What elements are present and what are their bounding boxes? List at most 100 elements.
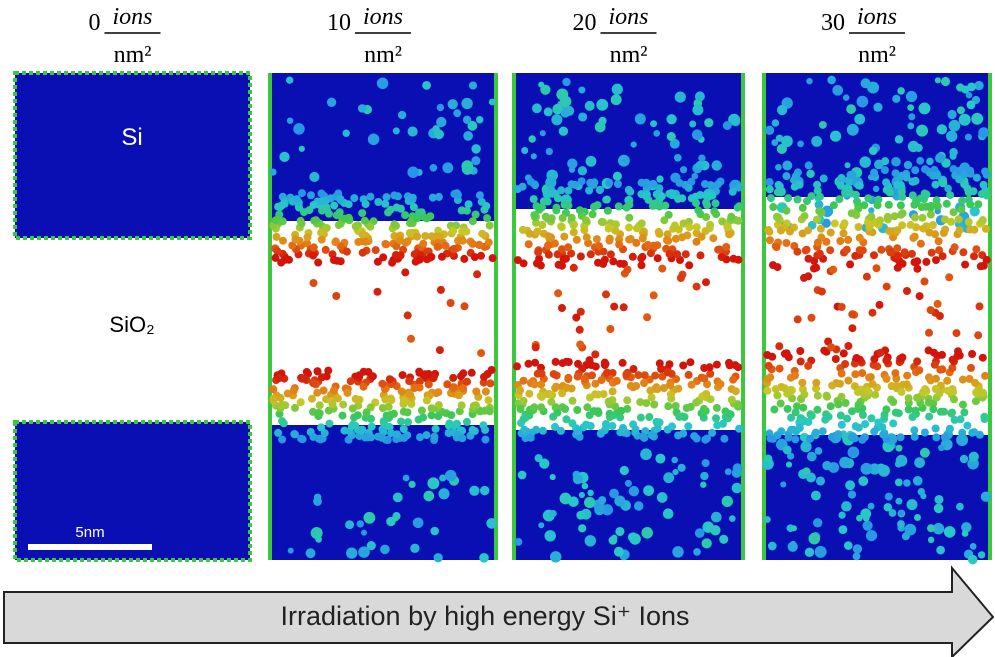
atom <box>847 209 856 218</box>
atom <box>314 434 323 443</box>
atom <box>694 91 705 102</box>
atom <box>533 227 542 236</box>
atom <box>585 186 594 195</box>
atom <box>556 426 565 435</box>
atom <box>926 201 935 210</box>
atom <box>956 415 965 424</box>
unit-denominator: nm² <box>364 42 402 68</box>
atom <box>477 251 485 260</box>
atom <box>795 180 804 189</box>
atom <box>692 237 701 246</box>
atom <box>931 424 940 433</box>
atom <box>911 166 920 175</box>
atom <box>686 358 695 367</box>
atom <box>531 358 540 367</box>
atom <box>286 76 294 84</box>
atom <box>678 233 687 242</box>
atom <box>710 511 722 523</box>
atom <box>897 520 905 528</box>
atom <box>786 452 795 460</box>
atom <box>673 153 682 162</box>
atom <box>416 433 424 442</box>
atom <box>469 402 478 410</box>
atom <box>881 157 890 166</box>
atom <box>298 435 307 444</box>
atom <box>460 254 469 263</box>
atom <box>904 405 913 414</box>
atom <box>897 87 905 95</box>
atom <box>889 419 898 428</box>
atom <box>616 413 625 422</box>
atom <box>401 268 410 277</box>
atom <box>348 404 357 413</box>
atom <box>426 253 434 262</box>
atom <box>860 201 869 210</box>
atom <box>449 373 458 382</box>
atom <box>518 225 527 234</box>
atom <box>598 258 607 267</box>
atom <box>829 201 838 210</box>
atom <box>858 369 867 378</box>
atom <box>889 398 898 407</box>
atom <box>804 254 813 263</box>
atom <box>616 259 625 268</box>
atom <box>867 212 876 221</box>
atom <box>806 77 813 85</box>
atom <box>617 406 626 415</box>
atom <box>444 429 453 437</box>
atom <box>701 227 710 236</box>
atom <box>961 85 970 94</box>
atom <box>662 508 674 519</box>
atom <box>665 381 674 390</box>
atom <box>903 479 911 487</box>
atom <box>542 190 551 198</box>
atom <box>924 398 933 407</box>
atom <box>577 166 588 176</box>
atom <box>927 248 936 257</box>
atom <box>646 249 655 258</box>
atom <box>539 130 546 137</box>
atom <box>530 153 537 160</box>
atom <box>931 180 940 189</box>
atom <box>712 210 721 219</box>
atom <box>591 362 600 371</box>
atom <box>537 403 546 412</box>
atom <box>380 419 389 428</box>
atom <box>320 429 329 438</box>
sio2-label: SiO₂ <box>109 312 154 337</box>
atom <box>355 371 364 380</box>
atom <box>781 135 793 148</box>
atom <box>569 221 578 229</box>
atom <box>786 227 794 236</box>
atom <box>665 360 674 369</box>
atom <box>330 201 339 210</box>
atom <box>701 435 710 444</box>
atom <box>350 413 358 422</box>
atom <box>350 194 359 203</box>
atom <box>875 300 884 309</box>
atom <box>716 380 725 389</box>
atom <box>958 428 967 437</box>
atom <box>837 369 846 378</box>
atom <box>690 432 699 441</box>
atom <box>548 189 557 198</box>
atom <box>963 421 972 430</box>
atom <box>916 124 929 137</box>
atom <box>830 219 839 228</box>
atom <box>844 376 853 385</box>
atom <box>272 232 281 241</box>
simulation-panel <box>512 73 745 563</box>
atom <box>406 390 415 399</box>
atom <box>978 127 990 139</box>
atom <box>575 206 584 215</box>
atom <box>694 528 705 538</box>
atom <box>862 520 873 531</box>
atom <box>405 377 414 385</box>
atom <box>602 422 611 431</box>
atom <box>764 226 773 234</box>
atom <box>549 551 562 563</box>
atom <box>604 397 613 406</box>
atom <box>530 403 539 412</box>
atom <box>806 451 817 462</box>
